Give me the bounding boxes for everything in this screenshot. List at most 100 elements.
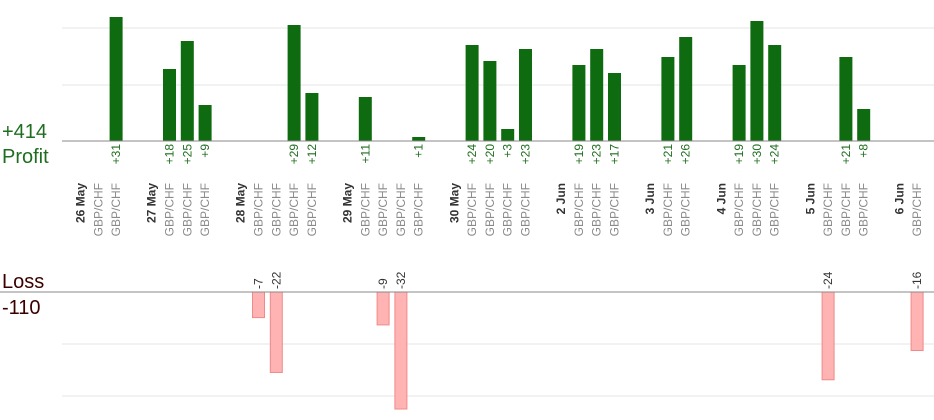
profit-bar [839, 57, 853, 141]
date-label: 28 May [234, 183, 248, 223]
loss-bar [252, 291, 265, 319]
loss-label: Loss [2, 271, 44, 293]
date-label: 4 Jun [714, 183, 728, 214]
profit-total: +414 [2, 121, 47, 143]
symbol-label: GBP/CHF [252, 183, 266, 236]
profit-bar [857, 109, 871, 141]
date-label: 29 May [341, 183, 355, 223]
profit-bar [198, 105, 212, 141]
profit-value-label: +21 [839, 144, 853, 165]
loss-value-label: -32 [394, 271, 408, 289]
symbol-label: GBP/CHF [768, 183, 782, 236]
symbol-label: GBP/CHF [358, 183, 372, 236]
profit-bar [180, 41, 194, 141]
date-label: 5 Jun [803, 183, 817, 214]
loss-value-label: -24 [821, 271, 835, 289]
profit-value-label: +30 [750, 144, 764, 165]
symbol-label: GBP/CHF [394, 183, 408, 236]
profit-value-label: +26 [679, 144, 693, 165]
profit-value-label: +17 [608, 144, 622, 165]
profit-value-label: +12 [305, 144, 319, 165]
symbol-label: GBP/CHF [465, 183, 479, 236]
profit-value-label: +19 [732, 144, 746, 165]
profit-value-label: +25 [180, 144, 194, 165]
symbol-label: GBP/CHF [679, 183, 693, 236]
column-labels: 26 May GBP/CHF GBP/CHF 27 May GBP/CHF GBP/CHF… [74, 183, 925, 237]
loss-bar [821, 291, 835, 381]
loss-bar [910, 291, 924, 352]
profit-bar [732, 65, 746, 141]
profit-bar [412, 137, 426, 141]
date-label: 27 May [145, 183, 159, 223]
loss-bar [269, 291, 283, 373]
profit-bar [768, 45, 782, 141]
profit-value-label: +29 [287, 144, 301, 165]
profit-bar [501, 129, 515, 141]
profit-bar [679, 37, 693, 141]
symbol-label: GBP/CHF [376, 183, 390, 236]
profit-bar [305, 93, 319, 141]
date-label: 3 Jun [643, 183, 657, 214]
symbol-label: GBP/CHF [572, 183, 586, 236]
symbol-label: GBP/CHF [821, 183, 835, 236]
symbol-label: GBP/CHF [412, 183, 426, 236]
profit-bar [608, 73, 621, 141]
loss-value-label: -7 [252, 278, 266, 289]
profit-value-label: +20 [483, 144, 497, 165]
symbol-label: GBP/CHF [590, 183, 604, 236]
profit-bar [750, 21, 764, 141]
symbol-label: GBP/CHF [198, 183, 212, 236]
profit-value-label: +24 [465, 144, 479, 165]
profit-bar [590, 49, 604, 141]
symbol-label: GBP/CHF [910, 183, 924, 236]
profit-label: Profit [2, 146, 49, 168]
profit-bar [483, 61, 497, 141]
profit-value-label: +31 [109, 144, 123, 165]
symbol-label: GBP/CHF [608, 183, 622, 236]
symbol-label: GBP/CHF [750, 183, 764, 236]
profit-bar [109, 17, 123, 141]
loss-value-label: -16 [910, 271, 924, 289]
symbol-label: GBP/CHF [857, 183, 871, 236]
profit-bar [287, 25, 301, 141]
loss-bar [394, 291, 408, 410]
profit-bars: +31 +18 +25 +9 +29 +12 +11 +1 +24 +20 +3 +23 +19 +23 +… [109, 17, 871, 164]
symbol-label: GBP/CHF [91, 183, 105, 236]
symbol-label: GBP/CHF [287, 183, 301, 236]
symbol-label: GBP/CHF [661, 183, 675, 236]
profit-value-label: +3 [501, 144, 515, 158]
profit-value-label: +8 [857, 144, 871, 158]
profit-bar [358, 97, 372, 141]
loss-value-label: -9 [376, 278, 390, 289]
loss-total: -110 [2, 297, 41, 319]
loss-value-label: -22 [269, 271, 283, 289]
symbol-label: GBP/CHF [305, 183, 319, 236]
profit-value-label: +19 [572, 144, 586, 165]
loss-bar [376, 291, 390, 326]
profit-bar [572, 65, 586, 141]
loss-bars: -7 -22 -9 -32 -24 -16 [252, 271, 924, 410]
profit-bar [661, 57, 675, 141]
date-label: 2 Jun [554, 183, 568, 214]
symbol-label: GBP/CHF [163, 183, 177, 236]
profit-bar [519, 49, 532, 141]
symbol-label: GBP/CHF [483, 183, 497, 236]
gridlines [62, 27, 934, 397]
profit-value-label: +9 [198, 144, 212, 158]
symbol-label: GBP/CHF [269, 183, 283, 236]
profit-value-label: +21 [661, 144, 675, 165]
profit-value-label: +23 [590, 144, 604, 165]
symbol-label: GBP/CHF [109, 183, 123, 236]
date-label: 26 May [74, 183, 88, 223]
symbol-label: GBP/CHF [180, 183, 194, 236]
symbol-label: GBP/CHF [519, 183, 533, 236]
profit-value-label: +24 [768, 144, 782, 165]
profit-bar [465, 45, 479, 141]
profit-value-label: +11 [358, 144, 372, 164]
profit-value-label: +18 [163, 144, 177, 165]
profit-bar [163, 69, 176, 141]
date-label: 6 Jun [892, 183, 906, 214]
profit-value-label: +1 [412, 144, 426, 158]
symbol-label: GBP/CHF [501, 183, 515, 236]
